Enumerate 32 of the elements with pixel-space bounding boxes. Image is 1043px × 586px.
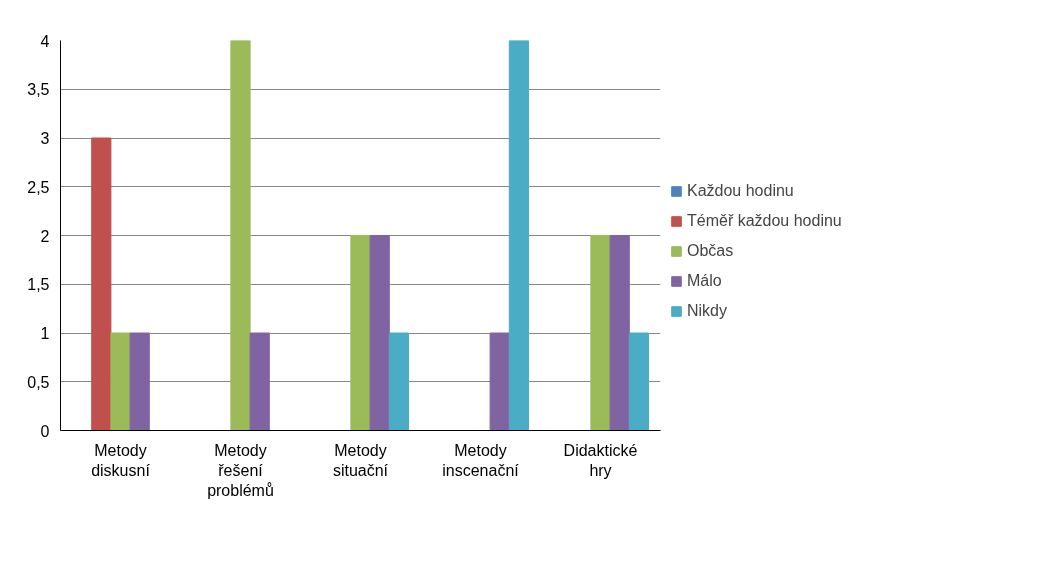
bar bbox=[388, 332, 409, 431]
legend-label: Nikdy bbox=[687, 302, 728, 320]
y-tick-label: 1,5 bbox=[27, 276, 50, 294]
legend-label: Téměř každou hodinu bbox=[687, 212, 842, 230]
bar bbox=[590, 235, 611, 431]
y-tick-label: 0,5 bbox=[27, 373, 50, 391]
bar bbox=[489, 332, 510, 431]
y-tick-label: 3 bbox=[40, 130, 50, 147]
x-tick-label: Metody řešení problémů bbox=[207, 441, 274, 500]
bar bbox=[369, 235, 390, 431]
x-tick-label: Metody situační bbox=[332, 441, 389, 479]
bar bbox=[350, 235, 371, 431]
y-tick-label: 1 bbox=[40, 325, 50, 342]
legend-label: Občas bbox=[687, 242, 734, 260]
x-tick-label: Didaktické hry bbox=[563, 441, 638, 479]
bar bbox=[91, 137, 112, 431]
x-tick-label: Metody inscenační bbox=[442, 441, 520, 479]
y-tick-label: 2,5 bbox=[27, 178, 50, 196]
y-tick-label: 3,5 bbox=[27, 81, 50, 99]
legend-label: Každou hodinu bbox=[687, 182, 794, 200]
y-tick-label: 2 bbox=[40, 227, 50, 245]
bar bbox=[508, 40, 529, 431]
bar bbox=[129, 332, 150, 431]
bar bbox=[230, 40, 251, 431]
bar bbox=[110, 332, 131, 431]
legend-label: Málo bbox=[687, 272, 722, 290]
y-tick-label: 0 bbox=[40, 422, 50, 440]
bar bbox=[249, 332, 270, 431]
bar bbox=[628, 332, 649, 431]
bar bbox=[609, 235, 630, 431]
x-tick-label: Metody diskusní bbox=[91, 441, 151, 479]
y-tick-label: 4 bbox=[40, 32, 50, 50]
